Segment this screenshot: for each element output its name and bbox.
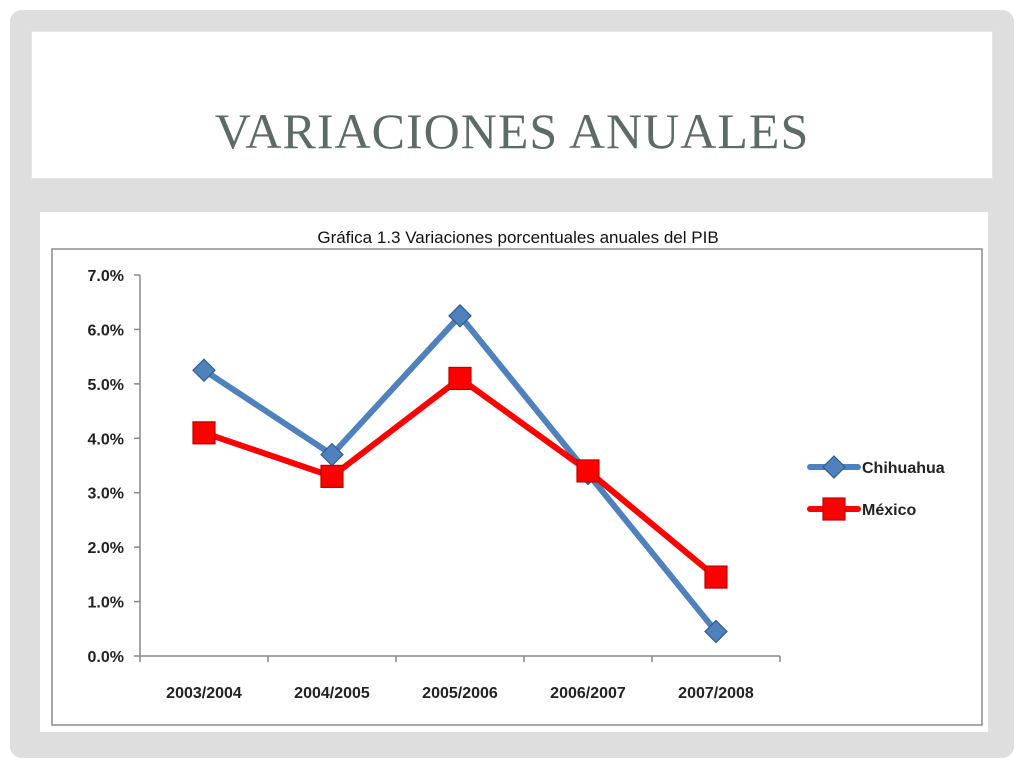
chart-series — [192, 303, 728, 644]
slide-title: Variaciones anuales — [214, 103, 810, 159]
x-tick-label: 2006/2007 — [550, 685, 626, 702]
series-chihuahua — [192, 303, 728, 644]
y-tick-label: 7.0% — [88, 268, 124, 285]
data-point-chihuahua — [192, 358, 216, 383]
x-tick-label: 2003/2004 — [166, 685, 242, 702]
y-tick-label: 0.0% — [88, 649, 124, 666]
legend-label-mxico: México — [862, 502, 916, 519]
data-point-mxico — [448, 366, 472, 391]
y-tick-label: 1.0% — [88, 595, 124, 612]
x-tick-label: 2005/2006 — [422, 685, 498, 702]
data-point-mxico — [576, 459, 600, 483]
legend-label-chihuahua: Chihuahua — [862, 460, 945, 477]
y-tick-label: 3.0% — [88, 486, 124, 503]
data-point-mxico — [320, 464, 344, 488]
data-point-mxico — [704, 565, 728, 589]
legend-marker-mxico — [822, 497, 846, 521]
chart-title: Gráfica 1.3 Variaciones porcentuales anu… — [317, 228, 718, 247]
legend-marker-chihuahua — [822, 455, 846, 479]
data-point-mxico — [192, 421, 216, 445]
line-chart: Gráfica 1.3 Variaciones porcentuales anu… — [51, 228, 983, 726]
chart-legend: Chihuahua México — [807, 455, 945, 521]
title-box: Variaciones anuales — [32, 32, 992, 178]
y-tick-label: 2.0% — [88, 540, 124, 557]
data-point-chihuahua — [448, 303, 472, 328]
y-tick-label: 6.0% — [88, 322, 124, 339]
chart-panel: Gráfica 1.3 Variaciones porcentuales anu… — [40, 212, 988, 732]
series-mxico — [192, 366, 728, 589]
chart-border — [51, 248, 983, 726]
data-point-chihuahua — [704, 619, 728, 644]
chart-axes: 0.0% 1.0% 2.0% 3.0% 4.0% 5.0% 6.0% 7.0% 2003/200… — [88, 268, 781, 702]
x-tick-label: 2004/2005 — [294, 685, 370, 702]
y-tick-label: 5.0% — [88, 377, 124, 394]
x-tick-label: 2007/2008 — [678, 685, 754, 702]
y-tick-label: 4.0% — [88, 431, 124, 448]
